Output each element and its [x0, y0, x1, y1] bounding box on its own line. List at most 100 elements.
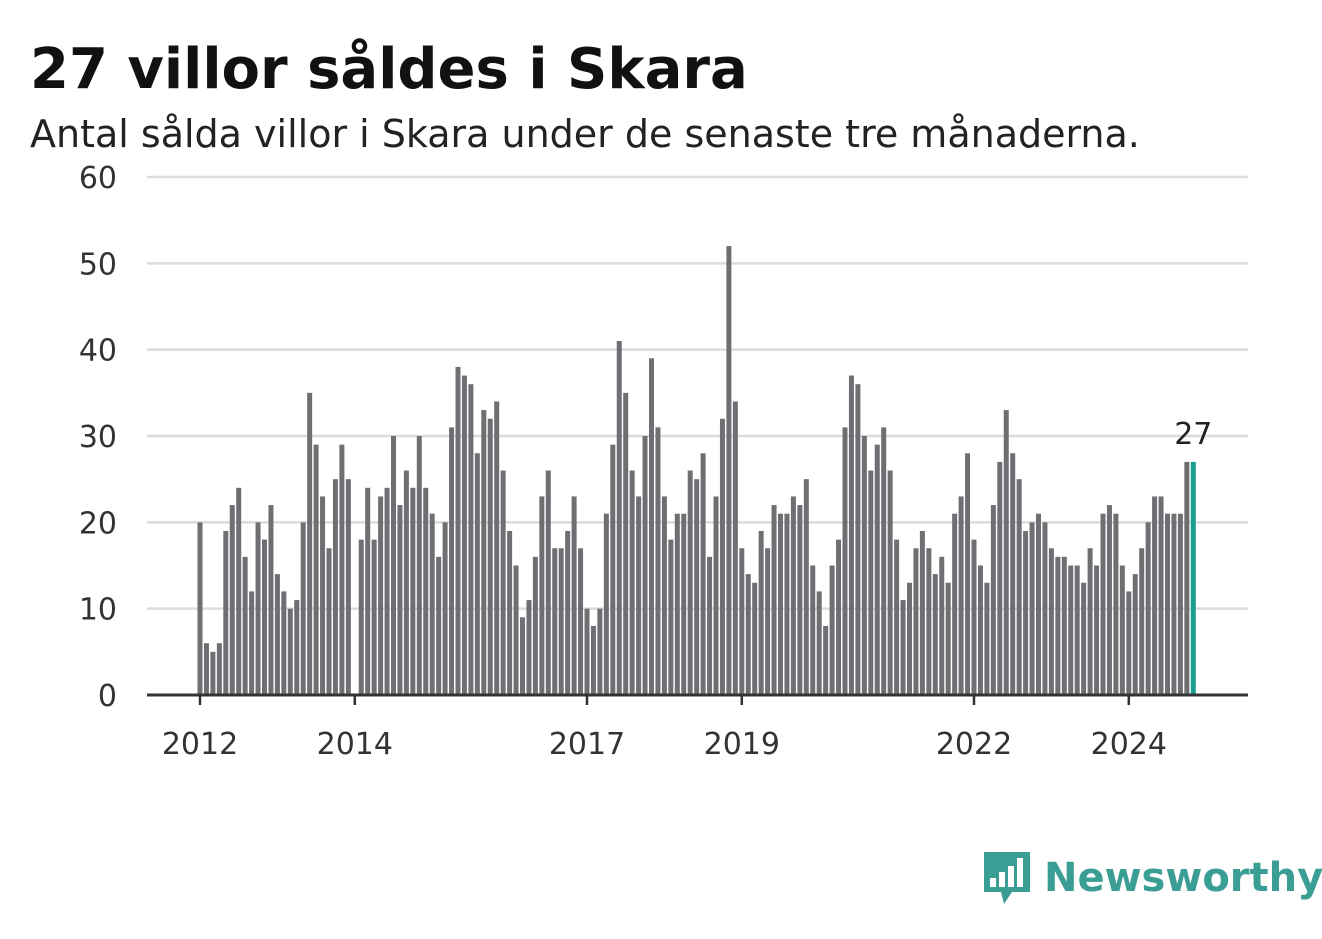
- bar: [881, 427, 887, 695]
- bar: [939, 556, 945, 695]
- bar: [262, 539, 267, 695]
- bar: [487, 418, 493, 695]
- bar: [1165, 513, 1170, 695]
- bar: [442, 522, 448, 695]
- bar: [1029, 522, 1035, 695]
- bar: [597, 608, 603, 695]
- bar: [623, 392, 629, 695]
- bar: [571, 496, 577, 695]
- bar: [945, 582, 951, 695]
- bar: [1061, 556, 1067, 695]
- y-tick-label: 30: [79, 420, 117, 455]
- bar: [229, 505, 235, 695]
- bar: [1042, 522, 1048, 695]
- brand-name: Newsworthy: [1044, 855, 1322, 901]
- bar: [848, 375, 854, 695]
- bar: [990, 505, 996, 695]
- bar: [636, 496, 642, 695]
- bar: [1152, 496, 1158, 695]
- bar: [1055, 556, 1061, 695]
- bar: [1184, 461, 1190, 695]
- bar: [494, 401, 500, 695]
- bar: [674, 513, 680, 695]
- bar: [713, 496, 719, 695]
- bar: [513, 565, 519, 695]
- bar: [707, 556, 713, 695]
- bar: [1048, 548, 1054, 695]
- bar: [558, 548, 564, 695]
- bar: [1094, 565, 1100, 695]
- bar: [1158, 496, 1164, 695]
- bar: [1023, 530, 1029, 695]
- bar: [197, 522, 203, 695]
- bar: [610, 444, 616, 695]
- y-tick-label: 40: [79, 334, 117, 369]
- bar: [642, 436, 648, 695]
- bar: [661, 496, 667, 695]
- bar: [210, 651, 216, 695]
- bar: [984, 582, 990, 695]
- bar: [797, 505, 803, 695]
- bar: [236, 487, 242, 695]
- x-tick-label: 2024: [1091, 727, 1167, 762]
- bar: [932, 574, 938, 695]
- bar: [790, 496, 796, 695]
- bar: [603, 513, 609, 695]
- bar: [958, 496, 964, 695]
- bar: [1074, 565, 1080, 695]
- bar-chart: 0 10 20 30 40 50 60 2012 2014 2017 2019 2022 2024 2…: [79, 161, 1248, 762]
- bar: [532, 556, 538, 695]
- bar: [223, 530, 229, 695]
- bar: [429, 513, 435, 695]
- bar: [874, 444, 880, 695]
- newsworthy-logo-icon: [984, 852, 1030, 904]
- bar: [320, 496, 326, 695]
- bar: [403, 470, 409, 695]
- bar: [1171, 513, 1177, 695]
- bar: [255, 522, 261, 695]
- bar: [410, 487, 416, 695]
- bar: [332, 479, 338, 695]
- bar: [281, 591, 287, 695]
- bar: [300, 522, 306, 695]
- bar: [1106, 505, 1112, 695]
- bar: [539, 496, 545, 695]
- chart-subtitle: Antal sålda villor i Skara under de sena…: [30, 112, 1140, 156]
- bar: [481, 410, 487, 695]
- bar: [829, 565, 835, 695]
- bar: [371, 539, 377, 695]
- bar-highlight: [1190, 461, 1196, 695]
- bar: [810, 565, 816, 695]
- bar: [1126, 591, 1132, 695]
- y-tick-label: 20: [79, 506, 117, 541]
- bar: [203, 643, 209, 695]
- bar: [616, 341, 622, 695]
- chart-title: 27 villor såldes i Skara: [30, 37, 748, 102]
- bar: [726, 246, 732, 695]
- bar: [391, 436, 396, 695]
- bar: [655, 427, 661, 695]
- bar: [313, 444, 319, 695]
- bar: [584, 608, 590, 695]
- bar: [977, 565, 983, 695]
- brand-logo: Newsworthy: [982, 848, 1322, 908]
- bar: [268, 505, 274, 695]
- bar: [842, 427, 848, 695]
- bar: [765, 548, 771, 695]
- bar: [468, 384, 474, 695]
- bar: [971, 539, 977, 695]
- bar: [739, 548, 745, 695]
- bar: [803, 479, 809, 695]
- bar: [926, 548, 932, 695]
- bar: [629, 470, 635, 695]
- bar: [784, 513, 790, 695]
- bar: [816, 591, 822, 695]
- bar: [520, 617, 525, 695]
- bar: [1119, 565, 1125, 695]
- bar: [378, 496, 384, 695]
- bar: [216, 643, 222, 695]
- bar: [274, 574, 280, 695]
- x-tick-label: 2022: [936, 727, 1012, 762]
- bar: [952, 513, 958, 695]
- bar: [1145, 522, 1151, 695]
